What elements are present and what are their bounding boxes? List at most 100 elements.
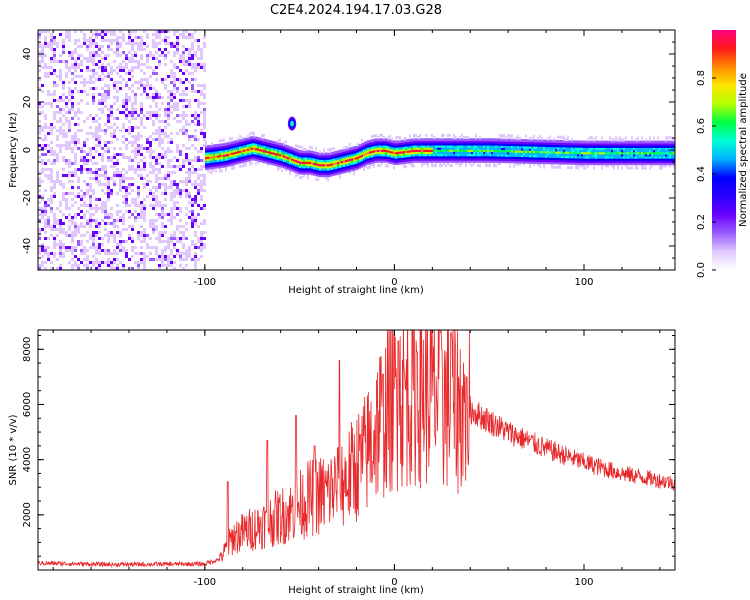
spectrogram-cell	[239, 154, 241, 158]
spectrogram-cell	[263, 157, 265, 161]
spectrogram-cell	[89, 126, 92, 129]
spectrogram-cell	[92, 207, 95, 210]
spectrogram-cell	[125, 186, 128, 189]
spectrogram-cell	[657, 140, 659, 144]
spectrogram-cell	[50, 189, 53, 192]
spectrogram-cell	[641, 140, 643, 144]
spectrogram-cell	[185, 189, 188, 192]
spectrogram-cell	[191, 135, 194, 138]
spectrogram-cell	[513, 145, 515, 149]
spectrogram-cell	[98, 129, 101, 132]
spectrogram-cell	[98, 126, 101, 129]
spectrogram-cell	[425, 146, 427, 150]
spectrogram-cell	[223, 147, 225, 151]
spectrogram-cell	[80, 168, 83, 171]
spectrogram-cell	[107, 48, 110, 51]
spectrogram-cell	[143, 186, 146, 189]
spectrogram-cell	[365, 154, 367, 158]
spectrogram-cell	[283, 163, 285, 167]
spectrogram-cell	[377, 142, 379, 146]
spectrogram-cell	[38, 195, 41, 198]
spectrogram-cell	[279, 159, 281, 163]
spectrogram-cell	[122, 228, 125, 231]
spectrogram-cell	[83, 264, 86, 267]
spectrogram-cell	[59, 228, 62, 231]
spectrogram-cell	[173, 117, 176, 120]
spectrogram-cell	[47, 258, 50, 261]
spectrogram-cell	[38, 246, 41, 249]
spectrogram-cell	[653, 151, 655, 155]
spectrogram-cell	[315, 173, 317, 177]
spectrogram-cell	[505, 151, 507, 155]
spectrogram-cell	[369, 157, 371, 161]
spectrogram-cell	[41, 246, 44, 249]
spectrogram-cell	[397, 135, 399, 139]
spectrogram-cell	[353, 146, 355, 150]
spectrogram-cell	[551, 150, 553, 154]
spectrogram-cell	[265, 141, 267, 145]
spectrogram-cell	[381, 161, 383, 165]
spectrogram-cell	[527, 160, 529, 164]
spectrogram-cell	[155, 66, 158, 69]
spectrogram-cell	[401, 159, 403, 163]
spectrogram-cell	[311, 167, 313, 171]
spectrogram-cell	[128, 33, 131, 36]
spectrogram-cell	[393, 161, 395, 165]
spectrogram-cell	[110, 216, 113, 219]
spectrogram-cell	[149, 96, 152, 99]
spectrogram-cell	[505, 158, 507, 162]
spectrogram-cell	[191, 72, 194, 75]
spectrogram-cell	[122, 36, 125, 39]
spectrogram-cell	[56, 153, 59, 156]
spectrogram-cell	[663, 140, 665, 144]
spectrogram-cell	[77, 63, 80, 66]
spectrogram-cell	[245, 146, 247, 150]
spectrogram-cell	[433, 136, 435, 140]
spectrogram-cell	[645, 149, 647, 153]
spectrogram-cell	[140, 135, 143, 138]
spectrogram-cell	[128, 78, 131, 81]
spectrogram-cell	[131, 42, 134, 45]
spectrogram-cell	[319, 165, 321, 169]
spectrogram-cell	[361, 151, 363, 155]
spectrogram-cell	[227, 157, 229, 161]
spectrogram-cell	[223, 156, 225, 160]
spectrogram-cell	[489, 155, 491, 159]
spectrogram-cell	[489, 144, 491, 148]
spectrogram-cell	[188, 102, 191, 105]
spectrogram-cell	[161, 138, 164, 141]
spectrogram-cell	[71, 141, 74, 144]
spectrogram-cell	[479, 159, 481, 163]
spectrogram-cell	[655, 162, 657, 166]
spectrogram-cell	[185, 93, 188, 96]
spectrogram-cell	[215, 146, 217, 150]
spectrogram-cell	[513, 160, 515, 164]
spectrogram-cell	[170, 159, 173, 162]
spectrogram-cell	[527, 145, 529, 149]
spectrogram-cell	[59, 120, 62, 123]
spectrogram-cell	[349, 153, 351, 157]
spectrogram-cell	[601, 151, 603, 155]
spectrogram-cell	[455, 161, 457, 165]
spectrogram-cell	[415, 142, 417, 146]
spectrogram-cell	[217, 152, 219, 156]
spectrogram-cell	[247, 134, 249, 138]
spectrogram-cell	[305, 156, 307, 160]
spectrogram-cell	[367, 148, 369, 152]
spectrogram-cell	[617, 157, 619, 161]
spectrogram-cell	[74, 48, 77, 51]
spectrogram-cell	[80, 75, 83, 78]
spectrogram-cell	[251, 131, 253, 135]
spectrogram-cell	[325, 165, 327, 169]
spectrogram-cell	[661, 166, 663, 170]
spectrogram-cell	[609, 153, 611, 157]
spectrogram-cell	[471, 164, 473, 168]
spectrogram-cell	[68, 192, 71, 195]
spectrogram-cell	[197, 192, 200, 195]
spectrogram-cell	[383, 159, 385, 163]
spectrogram-cell	[149, 84, 152, 87]
spectrogram-cell	[305, 167, 307, 171]
spectrogram-cell	[553, 165, 555, 169]
spectrogram-cell	[541, 143, 543, 147]
spectrogram-cell	[529, 145, 531, 149]
